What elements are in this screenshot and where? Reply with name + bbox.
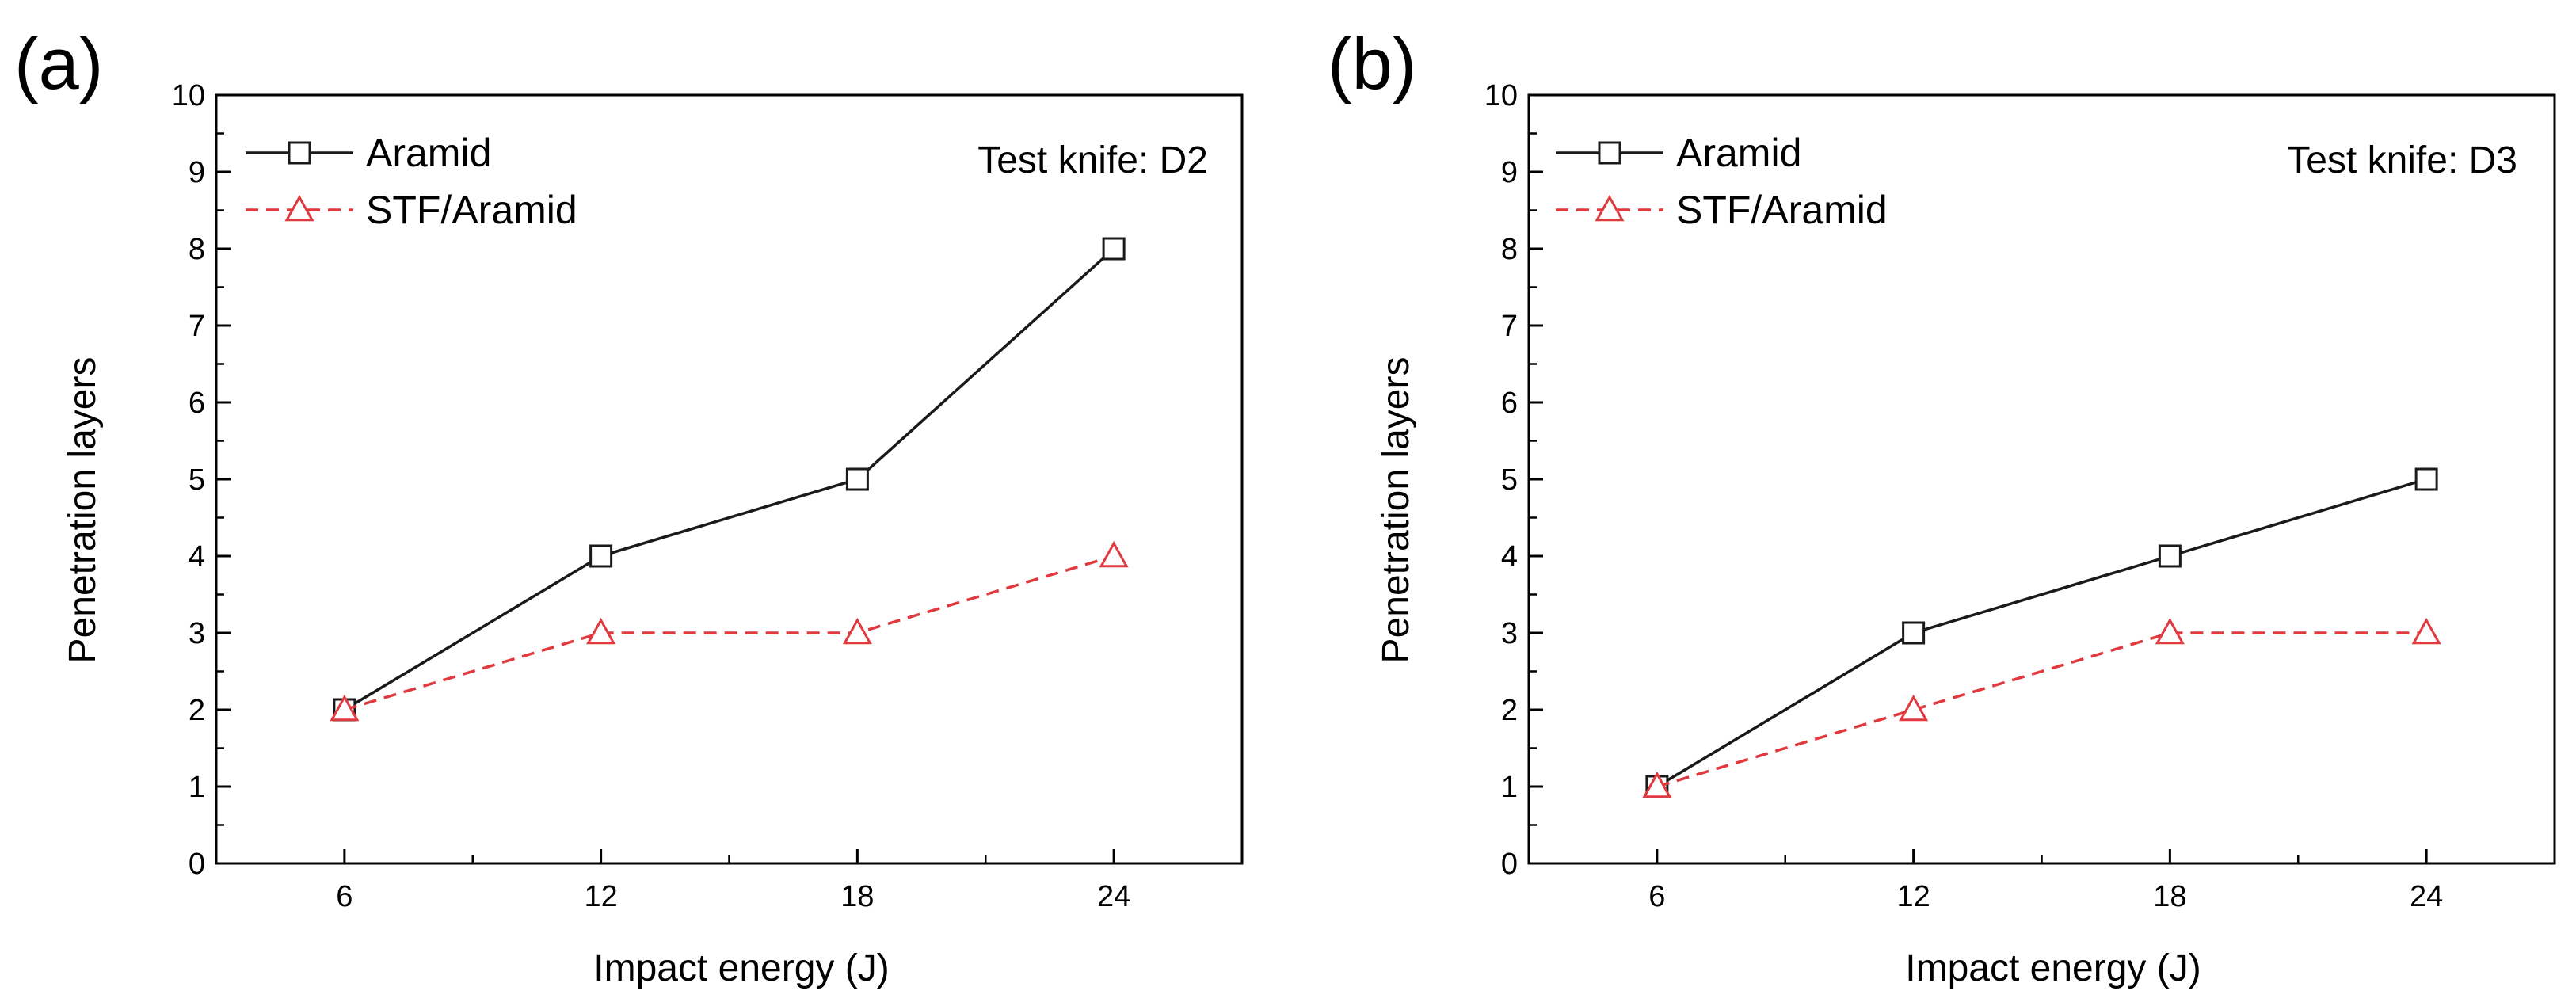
x-tick-label: 18 xyxy=(2153,880,2186,913)
data-point-stf-aramid xyxy=(2411,617,2441,645)
x-tick-label: 12 xyxy=(584,880,617,913)
series-aramid xyxy=(1645,467,2438,798)
data-point-stf-aramid xyxy=(842,617,872,645)
panel-label: (a) xyxy=(14,24,103,105)
y-tick-label: 2 xyxy=(1501,694,1518,727)
data-point-aramid xyxy=(845,467,869,491)
y-tick-label: 4 xyxy=(189,540,205,573)
legend-item-aramid: Aramid xyxy=(1556,131,1801,175)
data-point-stf-aramid xyxy=(1899,694,1929,722)
y-tick-label: 6 xyxy=(1501,387,1518,420)
legend-marker xyxy=(1595,194,1625,222)
series-aramid xyxy=(333,237,1126,722)
x-tick-label: 24 xyxy=(2410,880,2443,913)
panel-label: (b) xyxy=(1328,24,1416,105)
x-axis-title: Impact energy (J) xyxy=(1905,947,2201,989)
x-tick-label: 6 xyxy=(336,880,352,913)
data-point-aramid xyxy=(2414,467,2438,491)
y-tick-label: 4 xyxy=(1501,540,1518,573)
legend-label-stf-aramid: STF/Aramid xyxy=(1676,188,1888,232)
legend: Aramid STF/Aramid xyxy=(246,131,577,232)
y-tick-label: 9 xyxy=(1501,156,1518,189)
y-tick-label: 0 xyxy=(189,848,205,881)
y-tick-label: 6 xyxy=(189,387,205,420)
y-tick-label: 5 xyxy=(1501,463,1518,497)
data-point-aramid xyxy=(1102,237,1126,261)
y-tick-label: 10 xyxy=(1484,79,1518,112)
x-axis: 6 12 18 24 xyxy=(336,849,1130,913)
y-tick-label: 0 xyxy=(1501,848,1518,881)
data-point-stf-aramid xyxy=(586,617,616,645)
series-line-aramid xyxy=(343,247,1115,711)
data-point-aramid xyxy=(589,544,613,568)
data-point-stf-aramid xyxy=(330,694,360,722)
legend-swatch-aramid xyxy=(246,141,353,165)
legend-item-aramid: Aramid xyxy=(246,131,491,175)
data-point-stf-aramid xyxy=(1099,540,1129,568)
legend-marker xyxy=(284,194,314,222)
y-axis: 0 1 2 3 4 5 6 7 8 9 10 xyxy=(1484,79,1543,881)
y-tick-label: 3 xyxy=(1501,617,1518,650)
series-stf-aramid xyxy=(330,540,1129,722)
series-stf-aramid xyxy=(1642,617,2441,798)
y-tick-label: 5 xyxy=(189,463,205,497)
legend-label-aramid: Aramid xyxy=(1676,131,1801,175)
y-tick-label: 7 xyxy=(189,310,205,343)
legend-swatch-stf-aramid xyxy=(1556,194,1663,222)
data-point-aramid xyxy=(1902,621,1926,645)
data-point-stf-aramid xyxy=(2155,617,2185,645)
y-tick-label: 2 xyxy=(189,694,205,727)
legend-label-stf-aramid: STF/Aramid xyxy=(366,188,577,232)
legend: Aramid STF/Aramid xyxy=(1556,131,1888,232)
x-tick-label: 24 xyxy=(1097,880,1130,913)
data-point-stf-aramid xyxy=(1642,771,1672,798)
y-tick-label: 8 xyxy=(1501,233,1518,266)
panel-b: (b) Penetration layers Impact energy (J)… xyxy=(1328,24,2556,989)
y-tick-label: 1 xyxy=(1501,771,1518,804)
x-tick-label: 18 xyxy=(840,880,874,913)
y-tick-label: 3 xyxy=(189,617,205,650)
x-tick-label: 12 xyxy=(1896,880,1930,913)
y-tick-label: 10 xyxy=(172,79,205,112)
x-axis-title: Impact energy (J) xyxy=(593,947,889,989)
test-knife-annotation: Test knife: D3 xyxy=(2287,139,2517,181)
y-axis-title: Penetration layers xyxy=(1375,357,1417,664)
legend-item-stf-aramid: STF/Aramid xyxy=(1556,188,1888,232)
legend-swatch-aramid xyxy=(1556,141,1663,165)
data-point-aramid xyxy=(2158,544,2182,568)
legend-item-stf-aramid: STF/Aramid xyxy=(246,188,577,232)
series-line-aramid xyxy=(1656,478,2427,788)
y-tick-label: 8 xyxy=(189,233,205,266)
series-line-stf-aramid xyxy=(344,554,1115,711)
x-axis: 6 12 18 24 xyxy=(1648,849,2443,913)
y-axis-title: Penetration layers xyxy=(62,357,104,664)
legend-label-aramid: Aramid xyxy=(366,131,491,175)
x-tick-label: 6 xyxy=(1648,880,1665,913)
test-knife-annotation: Test knife: D2 xyxy=(977,139,1208,181)
y-tick-label: 7 xyxy=(1501,310,1518,343)
y-tick-label: 9 xyxy=(189,156,205,189)
legend-marker xyxy=(288,141,311,165)
legend-swatch-stf-aramid xyxy=(246,194,353,222)
legend-marker xyxy=(1598,141,1621,165)
y-axis: 0 1 2 3 4 5 6 7 8 9 10 xyxy=(172,79,231,881)
series-line-stf-aramid xyxy=(1656,631,2427,788)
y-tick-label: 1 xyxy=(189,771,205,804)
panel-a: (a) Penetration layers Impact energy (J)… xyxy=(14,24,1244,989)
